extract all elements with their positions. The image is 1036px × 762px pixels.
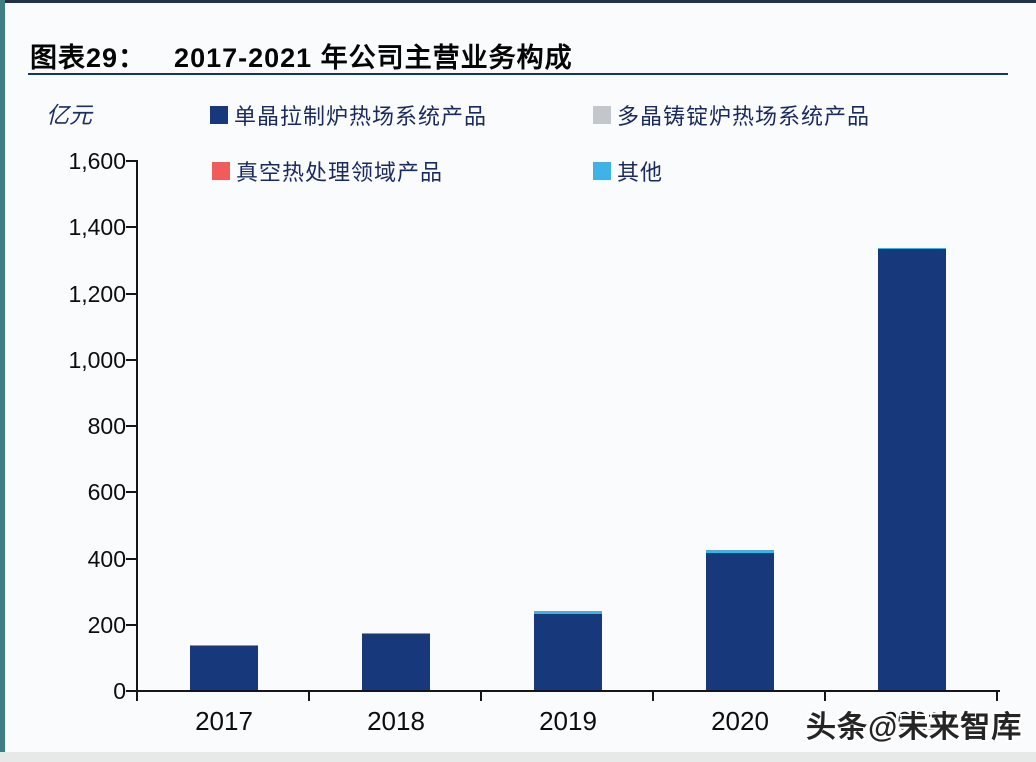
figure-title-row: 图表29： 2017-2021 年公司主营业务构成 xyxy=(30,36,1010,75)
bar-segment-mono-2018 xyxy=(362,633,430,690)
y-axis-tick xyxy=(126,690,136,692)
y-axis-tick-label: 1,600 xyxy=(68,148,126,174)
legend-label-other: 其他 xyxy=(617,161,664,186)
y-axis-tick-label: 400 xyxy=(87,545,126,572)
y-axis-tick xyxy=(126,292,136,295)
y-axis-tick-label: 1,400 xyxy=(68,214,126,241)
y-axis-tick xyxy=(126,557,136,560)
y-axis-tick-label: 1,000 xyxy=(68,346,126,373)
title-underline xyxy=(28,73,1008,75)
x-axis-line xyxy=(136,690,1000,692)
y-axis-tick xyxy=(126,358,136,361)
legend-swatch-mono xyxy=(210,106,228,124)
y-axis-tick xyxy=(126,623,136,626)
bar-segment-mono-2019 xyxy=(534,613,602,690)
y-axis-tick xyxy=(126,491,136,494)
bar-segment-mono-2017 xyxy=(190,645,258,690)
figure-number-label: 图表29： xyxy=(30,43,147,73)
bar-segment-other-2018 xyxy=(362,632,430,634)
y-axis-unit-label: 亿元 xyxy=(46,103,92,129)
bar-segment-other-2017 xyxy=(190,645,258,647)
x-axis-category-label: 2017 xyxy=(195,706,253,736)
x-axis-tick xyxy=(308,692,310,701)
legend-swatch-poly xyxy=(593,106,611,124)
x-axis-tick xyxy=(652,692,654,701)
legend-item-other: 其他 xyxy=(593,155,663,187)
legend-label-mono: 单晶拉制炉热场系统产品 xyxy=(234,105,488,130)
legend-item-vacuum: 真空热处理领域产品 xyxy=(212,155,443,187)
watermark: 头条@未来智库 xyxy=(806,711,1023,744)
y-axis-tick-label: 600 xyxy=(87,479,126,506)
top-border xyxy=(0,0,1036,3)
figure-title: 2017-2021 年公司主营业务构成 xyxy=(174,43,573,73)
y-axis-tick-label: 200 xyxy=(87,611,126,638)
x-axis-tick xyxy=(480,692,482,701)
x-axis-tick xyxy=(136,692,138,701)
bar-segment-other-2019 xyxy=(534,610,602,614)
x-axis-tick xyxy=(996,692,998,701)
legend-swatch-vacuum xyxy=(212,162,230,180)
x-axis-category-label: 2018 xyxy=(367,706,425,736)
x-axis-category-label: 2021 xyxy=(883,706,941,736)
legend-swatch-other xyxy=(593,162,611,180)
y-axis-tick xyxy=(126,425,136,427)
y-axis-tick xyxy=(126,226,136,229)
bottom-band xyxy=(0,752,1036,762)
y-axis-tick-label: 1,200 xyxy=(68,280,126,307)
y-axis-tick xyxy=(126,160,136,162)
x-axis-category-label: 2020 xyxy=(711,706,769,736)
y-axis-line xyxy=(136,160,138,692)
x-axis-category-label: 2019 xyxy=(539,706,597,736)
legend-label-vacuum: 真空热处理领域产品 xyxy=(236,161,444,186)
y-axis-tick-label: 800 xyxy=(87,413,126,439)
left-edge-strip xyxy=(0,0,5,752)
legend-label-poly: 多晶铸锭炉热场系统产品 xyxy=(617,105,871,130)
y-axis-tick-label: 0 xyxy=(113,678,126,704)
bar-segment-mono-2020 xyxy=(706,552,774,690)
legend-item-poly: 多晶铸锭炉热场系统产品 xyxy=(593,99,870,131)
bar-segment-other-2020 xyxy=(706,550,774,553)
bar-segment-other-2021 xyxy=(878,247,946,250)
bar-segment-mono-2021 xyxy=(878,249,946,690)
legend-item-mono: 单晶拉制炉热场系统产品 xyxy=(210,99,487,131)
x-axis-tick xyxy=(824,692,826,701)
